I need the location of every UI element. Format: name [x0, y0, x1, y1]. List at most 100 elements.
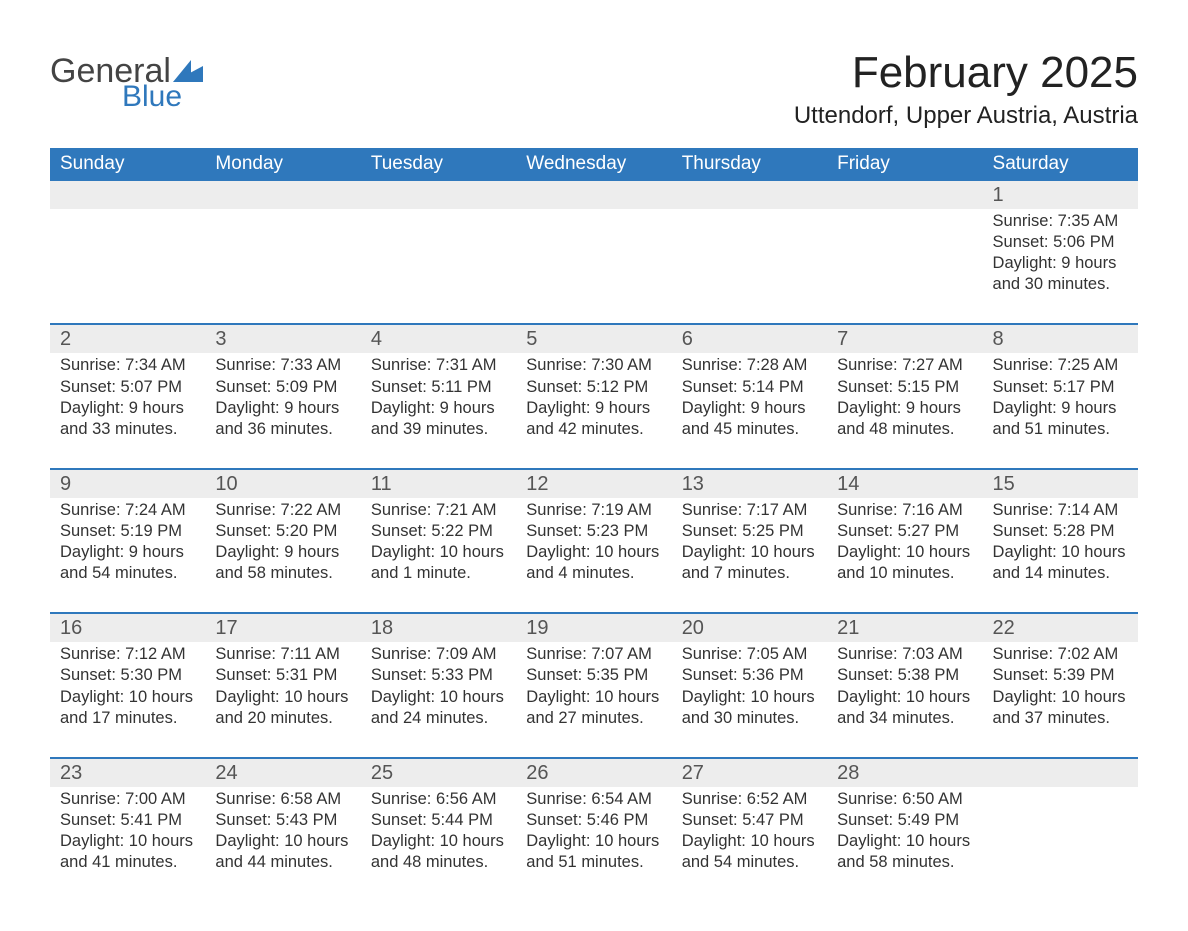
day-cell-number	[516, 181, 671, 324]
day-details	[672, 209, 827, 239]
day-cell-number	[205, 181, 360, 324]
day-cell-number: 12Sunrise: 7:19 AMSunset: 5:23 PMDayligh…	[516, 469, 671, 613]
day-details: Sunrise: 7:05 AMSunset: 5:36 PMDaylight:…	[672, 642, 827, 756]
day-details: Sunrise: 6:50 AMSunset: 5:49 PMDaylight:…	[827, 787, 982, 891]
day-cell-number: 23Sunrise: 7:00 AMSunset: 5:41 PMDayligh…	[50, 758, 205, 891]
day-number: 14	[827, 470, 982, 498]
day-details: Sunrise: 7:31 AMSunset: 5:11 PMDaylight:…	[361, 353, 516, 467]
day-details: Sunrise: 7:02 AMSunset: 5:39 PMDaylight:…	[983, 642, 1138, 756]
day-cell-number: 16Sunrise: 7:12 AMSunset: 5:30 PMDayligh…	[50, 613, 205, 757]
day-cell-number: 15Sunrise: 7:14 AMSunset: 5:28 PMDayligh…	[983, 469, 1138, 613]
day-cell-number: 13Sunrise: 7:17 AMSunset: 5:25 PMDayligh…	[672, 469, 827, 613]
day-cell-number	[827, 181, 982, 324]
day-cell-number: 3Sunrise: 7:33 AMSunset: 5:09 PMDaylight…	[205, 324, 360, 468]
day-number: 18	[361, 614, 516, 642]
day-details: Sunrise: 7:12 AMSunset: 5:30 PMDaylight:…	[50, 642, 205, 756]
day-details	[361, 209, 516, 239]
day-details: Sunrise: 7:35 AMSunset: 5:06 PMDaylight:…	[983, 209, 1138, 323]
day-details: Sunrise: 7:27 AMSunset: 5:15 PMDaylight:…	[827, 353, 982, 467]
logo-flag-icon	[173, 60, 203, 82]
day-cell-number: 5Sunrise: 7:30 AMSunset: 5:12 PMDaylight…	[516, 324, 671, 468]
day-cell-number: 25Sunrise: 6:56 AMSunset: 5:44 PMDayligh…	[361, 758, 516, 891]
day-details: Sunrise: 7:22 AMSunset: 5:20 PMDaylight:…	[205, 498, 360, 612]
day-details	[205, 209, 360, 239]
day-number: 19	[516, 614, 671, 642]
day-cell-number	[361, 181, 516, 324]
day-details: Sunrise: 7:17 AMSunset: 5:25 PMDaylight:…	[672, 498, 827, 612]
day-cell-number: 10Sunrise: 7:22 AMSunset: 5:20 PMDayligh…	[205, 469, 360, 613]
location-subtitle: Uttendorf, Upper Austria, Austria	[794, 102, 1138, 130]
day-number: 25	[361, 759, 516, 787]
day-cell-number: 11Sunrise: 7:21 AMSunset: 5:22 PMDayligh…	[361, 469, 516, 613]
day-details: Sunrise: 7:03 AMSunset: 5:38 PMDaylight:…	[827, 642, 982, 756]
day-number	[205, 181, 360, 209]
day-cell-number: 27Sunrise: 6:52 AMSunset: 5:47 PMDayligh…	[672, 758, 827, 891]
day-number	[50, 181, 205, 209]
weekday-header: Wednesday	[516, 148, 671, 181]
day-details: Sunrise: 7:14 AMSunset: 5:28 PMDaylight:…	[983, 498, 1138, 612]
day-number: 12	[516, 470, 671, 498]
day-cell-number	[983, 758, 1138, 891]
day-details: Sunrise: 7:34 AMSunset: 5:07 PMDaylight:…	[50, 353, 205, 467]
day-cell-number: 14Sunrise: 7:16 AMSunset: 5:27 PMDayligh…	[827, 469, 982, 613]
day-details: Sunrise: 7:11 AMSunset: 5:31 PMDaylight:…	[205, 642, 360, 756]
day-cell-number: 24Sunrise: 6:58 AMSunset: 5:43 PMDayligh…	[205, 758, 360, 891]
day-number	[983, 759, 1138, 787]
calendar-table: SundayMondayTuesdayWednesdayThursdayFrid…	[50, 148, 1138, 891]
day-details: Sunrise: 7:30 AMSunset: 5:12 PMDaylight:…	[516, 353, 671, 467]
day-details	[983, 787, 1138, 807]
day-details: Sunrise: 6:58 AMSunset: 5:43 PMDaylight:…	[205, 787, 360, 891]
day-details: Sunrise: 6:54 AMSunset: 5:46 PMDaylight:…	[516, 787, 671, 891]
day-number: 24	[205, 759, 360, 787]
day-number: 4	[361, 325, 516, 353]
day-cell-number: 19Sunrise: 7:07 AMSunset: 5:35 PMDayligh…	[516, 613, 671, 757]
day-number: 27	[672, 759, 827, 787]
calendar-page: General Blue February 2025 Uttendorf, Up…	[0, 0, 1188, 931]
day-details	[516, 209, 671, 239]
day-number: 9	[50, 470, 205, 498]
weekday-header: Sunday	[50, 148, 205, 181]
day-number: 6	[672, 325, 827, 353]
day-cell-number: 2Sunrise: 7:34 AMSunset: 5:07 PMDaylight…	[50, 324, 205, 468]
day-number: 3	[205, 325, 360, 353]
day-number: 26	[516, 759, 671, 787]
weekday-header: Thursday	[672, 148, 827, 181]
day-details: Sunrise: 6:52 AMSunset: 5:47 PMDaylight:…	[672, 787, 827, 891]
day-cell-number: 21Sunrise: 7:03 AMSunset: 5:38 PMDayligh…	[827, 613, 982, 757]
logo: General Blue	[50, 48, 203, 112]
month-title: February 2025	[794, 48, 1138, 98]
day-cell-number: 8Sunrise: 7:25 AMSunset: 5:17 PMDaylight…	[983, 324, 1138, 468]
day-cell-number: 28Sunrise: 6:50 AMSunset: 5:49 PMDayligh…	[827, 758, 982, 891]
day-cell-number: 26Sunrise: 6:54 AMSunset: 5:46 PMDayligh…	[516, 758, 671, 891]
day-number: 2	[50, 325, 205, 353]
day-cell-number: 1Sunrise: 7:35 AMSunset: 5:06 PMDaylight…	[983, 181, 1138, 324]
day-number: 13	[672, 470, 827, 498]
day-number: 15	[983, 470, 1138, 498]
day-number: 1	[983, 181, 1138, 209]
day-number: 7	[827, 325, 982, 353]
day-number	[361, 181, 516, 209]
title-block: February 2025 Uttendorf, Upper Austria, …	[794, 48, 1138, 130]
day-details: Sunrise: 7:19 AMSunset: 5:23 PMDaylight:…	[516, 498, 671, 612]
day-number: 23	[50, 759, 205, 787]
day-number: 20	[672, 614, 827, 642]
day-number: 10	[205, 470, 360, 498]
day-details: Sunrise: 6:56 AMSunset: 5:44 PMDaylight:…	[361, 787, 516, 891]
day-cell-number: 6Sunrise: 7:28 AMSunset: 5:14 PMDaylight…	[672, 324, 827, 468]
day-details: Sunrise: 7:09 AMSunset: 5:33 PMDaylight:…	[361, 642, 516, 756]
day-details	[50, 209, 205, 239]
day-cell-number: 7Sunrise: 7:27 AMSunset: 5:15 PMDaylight…	[827, 324, 982, 468]
day-details	[827, 209, 982, 239]
day-number: 21	[827, 614, 982, 642]
weekday-header: Saturday	[983, 148, 1138, 181]
day-cell-number: 18Sunrise: 7:09 AMSunset: 5:33 PMDayligh…	[361, 613, 516, 757]
day-number: 11	[361, 470, 516, 498]
day-number: 22	[983, 614, 1138, 642]
day-cell-number: 9Sunrise: 7:24 AMSunset: 5:19 PMDaylight…	[50, 469, 205, 613]
day-number: 17	[205, 614, 360, 642]
day-cell-number	[50, 181, 205, 324]
day-details: Sunrise: 7:07 AMSunset: 5:35 PMDaylight:…	[516, 642, 671, 756]
day-details: Sunrise: 7:25 AMSunset: 5:17 PMDaylight:…	[983, 353, 1138, 467]
day-number: 8	[983, 325, 1138, 353]
day-number	[672, 181, 827, 209]
